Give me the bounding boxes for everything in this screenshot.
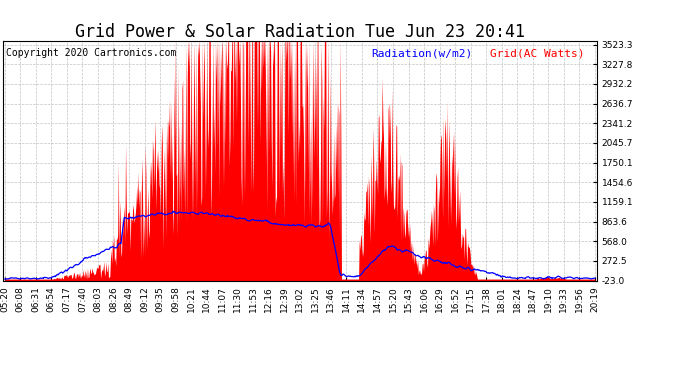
Text: Grid(AC Watts): Grid(AC Watts) (490, 48, 584, 58)
Title: Grid Power & Solar Radiation Tue Jun 23 20:41: Grid Power & Solar Radiation Tue Jun 23 … (75, 23, 525, 41)
Text: Radiation(w/m2): Radiation(w/m2) (371, 48, 473, 58)
Text: Copyright 2020 Cartronics.com: Copyright 2020 Cartronics.com (6, 48, 177, 58)
